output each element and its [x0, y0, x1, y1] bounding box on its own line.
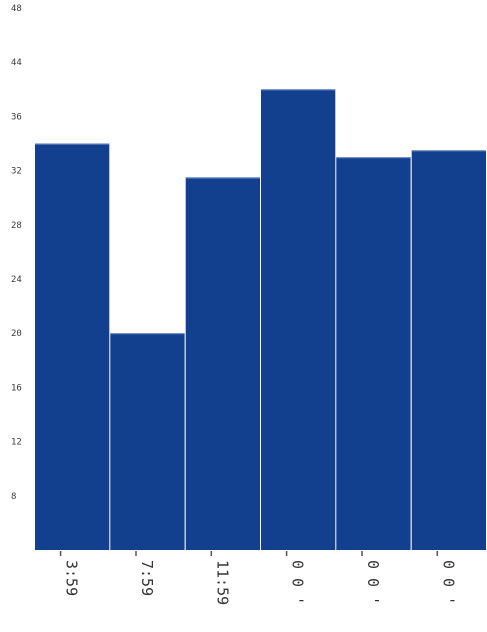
bar-4 — [261, 89, 336, 551]
x-category-label: 0 0 ' — [439, 560, 457, 605]
y-tick-label: 32 — [11, 167, 22, 177]
x-category-label: 0 0 ' — [289, 560, 307, 605]
x-category-label: 11:59 — [213, 560, 231, 605]
x-category-label: 3:59 — [63, 560, 81, 596]
y-tick-label: 24 — [11, 275, 22, 285]
bar-5 — [336, 157, 411, 550]
y-tick-label: 36 — [11, 112, 22, 122]
y-tick-label: 28 — [11, 221, 22, 231]
bar-6 — [411, 150, 486, 551]
bars-group — [35, 89, 486, 551]
y-tick-label: 20 — [11, 329, 22, 339]
y-tick-label: 12 — [11, 438, 22, 448]
y-axis-ticks: 8 12 16 20 24 28 32 36 44 48 — [11, 4, 22, 502]
x-category-label: 7:59 — [138, 560, 156, 596]
bar-2 — [110, 333, 185, 550]
y-tick-label: 16 — [11, 383, 22, 393]
y-tick-label: 44 — [11, 58, 22, 68]
x-axis-labels: 3:59 7:59 11:59 0 0 ' 0 0 ' 0 0 ' — [59, 551, 457, 605]
y-tick-label: 48 — [11, 4, 22, 14]
x-category-label: 0 0 ' — [364, 560, 382, 605]
bar-1 — [35, 143, 110, 550]
y-tick-label: 8 — [11, 492, 16, 502]
bar-3 — [185, 177, 260, 550]
